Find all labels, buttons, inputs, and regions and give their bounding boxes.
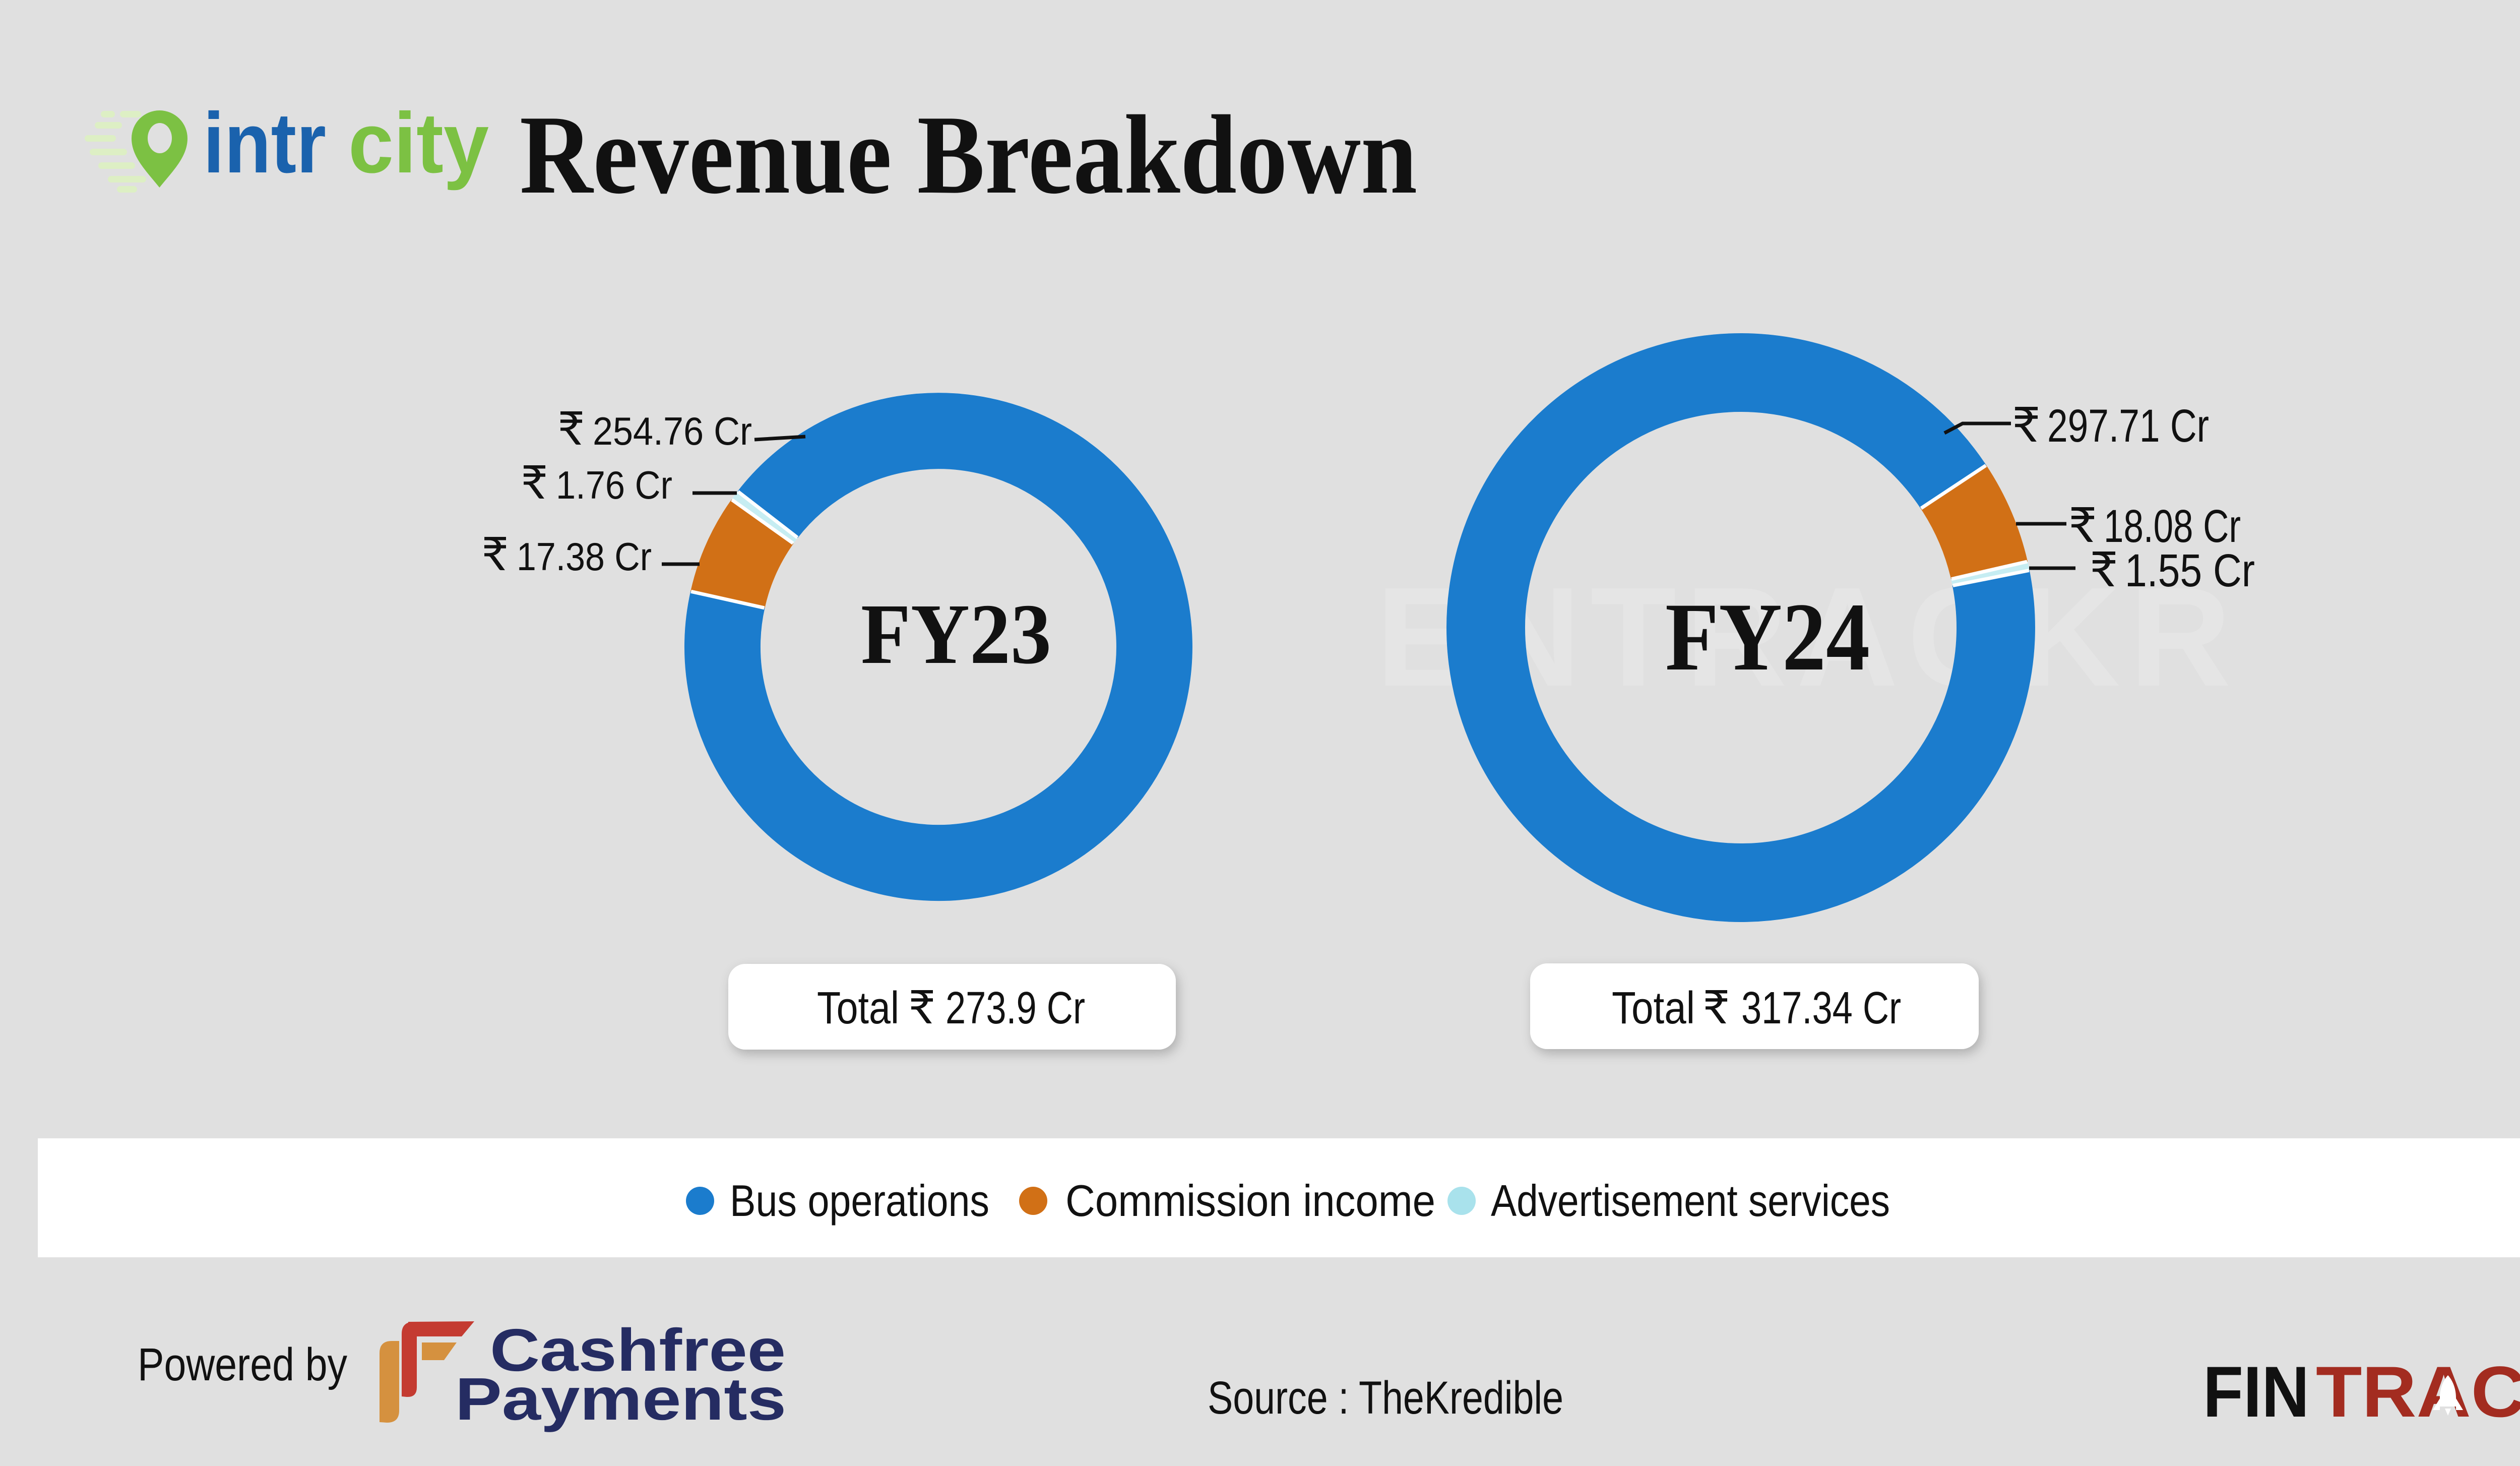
svg-text:FY23: FY23: [861, 586, 1051, 682]
svg-text:Payments: Payments: [455, 1366, 786, 1433]
svg-text:18.08 Cr: 18.08 Cr: [2104, 501, 2241, 552]
svg-text:FY24: FY24: [1665, 583, 1870, 691]
svg-text:Advertisement services: Advertisement services: [1491, 1176, 1890, 1226]
svg-text:Bus operations: Bus operations: [730, 1176, 989, 1226]
svg-text:1.76 Cr: 1.76 Cr: [556, 463, 672, 507]
svg-text:317.34 Cr: 317.34 Cr: [1741, 983, 1901, 1033]
svg-text:1.55 Cr: 1.55 Cr: [2125, 545, 2255, 596]
svg-text:Total: Total: [1612, 983, 1695, 1033]
svg-text:city: city: [348, 95, 489, 191]
svg-text:Source : TheKredible: Source : TheKredible: [1208, 1372, 1563, 1424]
svg-text:Revenue Breakdown: Revenue Breakdown: [520, 92, 1417, 217]
svg-text:Powered by: Powered by: [138, 1339, 347, 1390]
svg-text:273.9 Cr: 273.9 Cr: [946, 983, 1085, 1033]
svg-text:Commission income: Commission income: [1065, 1176, 1435, 1226]
svg-text:FIN: FIN: [2203, 1352, 2309, 1432]
svg-text:Total: Total: [817, 983, 899, 1033]
svg-text:TRACKR: TRACKR: [2316, 1352, 2520, 1432]
svg-text:intr: intr: [203, 95, 326, 191]
svg-text:297.71 Cr: 297.71 Cr: [2047, 400, 2209, 452]
svg-text:17.38 Cr: 17.38 Cr: [517, 534, 652, 579]
svg-text:Cashfree: Cashfree: [490, 1317, 786, 1384]
svg-text:254.76 Cr: 254.76 Cr: [593, 409, 752, 453]
